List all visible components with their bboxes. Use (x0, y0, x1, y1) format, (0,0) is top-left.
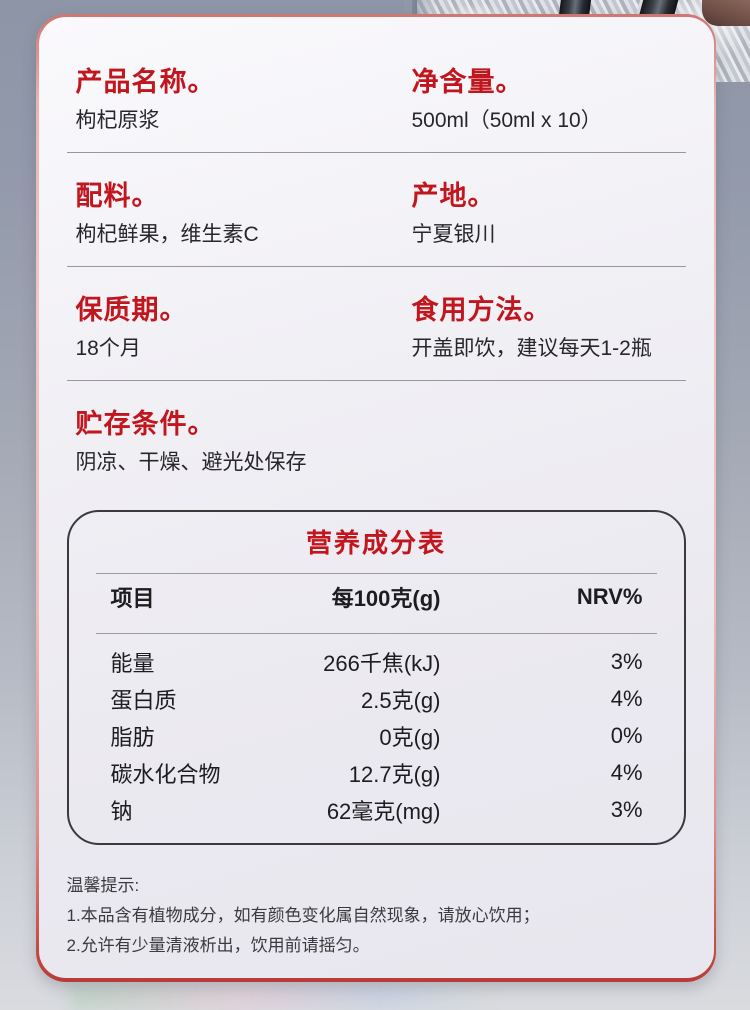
nutrient-nrv: 3% (610, 649, 643, 674)
bag-corner-shadow (702, 0, 750, 26)
field-ingredients: 配料。 枸杞鲜果，维生素C (76, 179, 412, 250)
nutrition-facts-table: 营养成分表 项目 每100克(g) NRV% 能量 266千焦(kJ) 3% 蛋… (66, 509, 686, 845)
nutrition-header-row: 项目 每100克(g) NRV% (96, 574, 657, 620)
nutrient-nrv: 4% (610, 686, 643, 711)
nutrient-amount: 62毫克(mg) (326, 799, 441, 824)
field-value: 枸杞鲜果，维生素C (75, 222, 259, 246)
col-header-item: 项目 (110, 585, 155, 611)
nutrient-name: 钠 (110, 799, 133, 824)
field-value: 枸杞原浆 (75, 108, 160, 132)
field-shelf-life: 保质期。 18个月 (76, 293, 412, 364)
nutrient-amount: 0克(g) (379, 725, 441, 750)
section-divider (66, 379, 686, 381)
field-label: 产品名称。 (75, 66, 216, 97)
col-header-nrv: NRV% (576, 583, 643, 609)
section-divider (66, 151, 686, 153)
table-row: 脂肪 0克(g) 0% (96, 718, 657, 755)
section-storage: 贮存条件。 阴凉、干燥、避光处保存 (67, 407, 686, 478)
table-line (95, 572, 657, 574)
nutrition-title: 营养成分表 (305, 527, 446, 558)
nutrient-nrv: 3% (610, 797, 643, 822)
field-label: 保质期。 (75, 294, 188, 325)
tips-section: 温馨提示: 1.本品含有植物成分，如有颜色变化属自然现象，请放心饮用； 2.允许… (67, 871, 686, 961)
table-row: 能量 266千焦(kJ) 3% (96, 644, 657, 681)
nutrient-name: 蛋白质 (110, 688, 177, 713)
field-storage: 贮存条件。 阴凉、干燥、避光处保存 (76, 407, 412, 478)
table-line (95, 632, 657, 634)
field-value: 阴凉、干燥、避光处保存 (75, 450, 307, 474)
section-shelflife-usage: 保质期。 18个月 食用方法。 开盖即饮，建议每天1-2瓶 (67, 293, 686, 364)
col-header-per100g: 每100克(g) (331, 585, 441, 611)
field-label: 产地。 (411, 180, 496, 211)
field-label: 配料。 (75, 180, 160, 211)
field-value: 开盖即饮，建议每天1-2瓶 (411, 336, 652, 360)
nutrient-nrv: 4% (610, 760, 643, 785)
tips-title: 温馨提示: (66, 875, 140, 895)
spec-card-border: 产品名称。 枸杞原浆 净含量。 500ml（50ml x 10） 配料。 枸杞鲜… (36, 14, 716, 982)
section-ingredients-origin: 配料。 枸杞鲜果，维生素C 产地。 宁夏银川 (67, 179, 686, 250)
field-label: 食用方法。 (411, 294, 552, 325)
table-row: 碳水化合物 12.7克(g) 4% (96, 755, 657, 792)
nutrition-body: 能量 266千焦(kJ) 3% 蛋白质 2.5克(g) 4% 脂肪 0克(g) … (96, 634, 657, 829)
tips-line: 2.允许有少量清液析出，饮用前请摇匀。 (66, 935, 370, 955)
section-divider (66, 265, 686, 267)
iridescent-reflection (70, 984, 490, 1010)
nutrient-amount: 12.7克(g) (348, 762, 441, 787)
table-row: 钠 62毫克(mg) 3% (96, 792, 657, 829)
field-product-name: 产品名称。 枸杞原浆 (76, 65, 412, 136)
field-net-content: 净含量。 500ml（50ml x 10） (412, 65, 686, 136)
nutrient-name: 脂肪 (110, 725, 155, 750)
nutrient-name: 能量 (110, 651, 155, 676)
field-usage: 食用方法。 开盖即饮，建议每天1-2瓶 (412, 293, 686, 364)
field-label: 净含量。 (411, 66, 524, 97)
nutrient-amount: 266千焦(kJ) (323, 651, 441, 676)
nutrient-nrv: 0% (610, 723, 643, 748)
field-value: 宁夏银川 (411, 222, 496, 246)
nutrient-name: 碳水化合物 (110, 762, 221, 787)
section-name-netcontent: 产品名称。 枸杞原浆 净含量。 500ml（50ml x 10） (67, 65, 686, 136)
field-origin: 产地。 宁夏银川 (412, 179, 686, 250)
field-label: 贮存条件。 (75, 408, 216, 439)
tips-line: 1.本品含有植物成分，如有颜色变化属自然现象，请放心饮用； (66, 905, 540, 925)
table-row: 蛋白质 2.5克(g) 4% (96, 681, 657, 718)
spec-card: 产品名称。 枸杞原浆 净含量。 500ml（50ml x 10） 配料。 枸杞鲜… (38, 16, 714, 978)
spec-card-content: 产品名称。 枸杞原浆 净含量。 500ml（50ml x 10） 配料。 枸杞鲜… (66, 17, 686, 961)
field-value: 18个月 (75, 336, 141, 360)
nutrient-amount: 2.5克(g) (361, 688, 441, 713)
field-value: 500ml（50ml x 10） (411, 108, 602, 132)
